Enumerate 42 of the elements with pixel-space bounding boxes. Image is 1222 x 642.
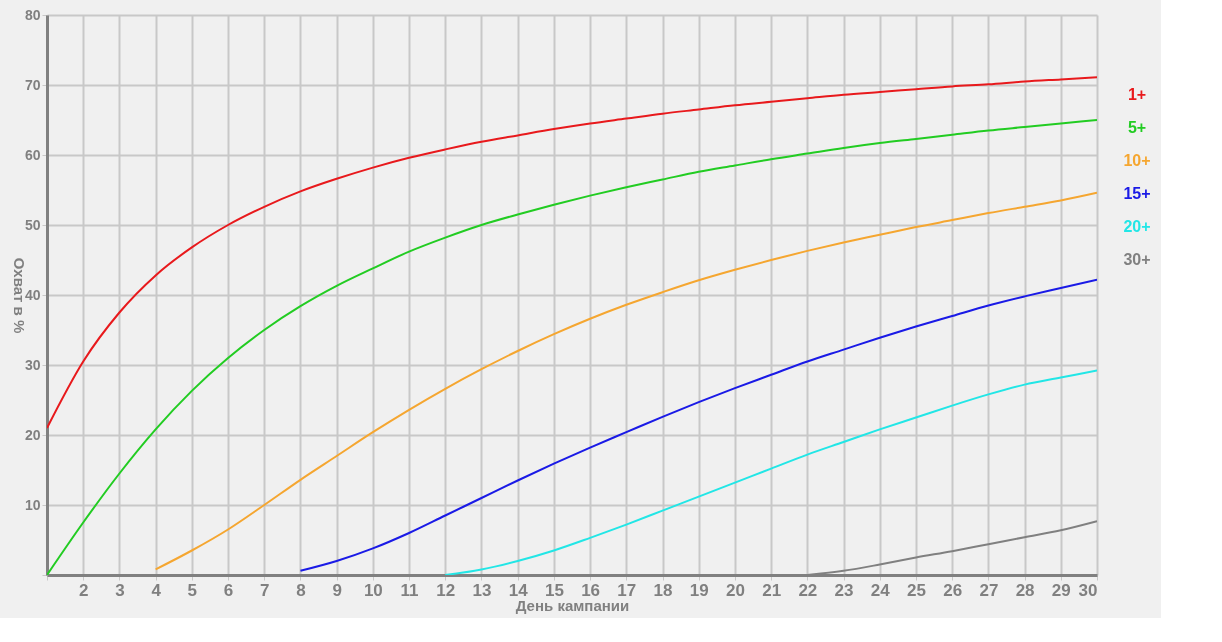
x-tick-label: 12 bbox=[436, 580, 456, 600]
x-tick-label: 13 bbox=[472, 580, 492, 600]
x-tick-label: 25 bbox=[907, 580, 926, 600]
x-tick-label: 30 bbox=[1078, 580, 1098, 600]
text: 10+ bbox=[1123, 152, 1151, 169]
x-tick-label: 24 bbox=[870, 580, 891, 600]
x-tick-label: 9 bbox=[332, 580, 342, 600]
text: 30+ bbox=[1123, 251, 1151, 268]
y-tick-label: 60 bbox=[24, 146, 41, 163]
x-tick-label: 26 bbox=[943, 580, 963, 600]
x-tick-label: 2 bbox=[78, 580, 89, 600]
x-tick-label: 11 bbox=[400, 580, 419, 600]
series-label: 5+ bbox=[1127, 119, 1147, 136]
x-tick-label: 28 bbox=[1015, 580, 1035, 600]
x-tick-label: 29 bbox=[1051, 580, 1071, 600]
line-series bbox=[154, 191, 1097, 571]
y-tick-label: 20 bbox=[24, 426, 41, 443]
x-tick-label: 23 bbox=[834, 580, 854, 600]
line-series bbox=[444, 369, 1097, 575]
y-tick-label: 80 bbox=[24, 6, 41, 23]
line-series bbox=[299, 278, 1097, 572]
y-tick-label: 50 bbox=[24, 216, 41, 233]
x-tick-label: 18 bbox=[653, 580, 673, 600]
x-tick-label: 27 bbox=[979, 580, 999, 600]
x-tick-label: 4 bbox=[151, 580, 162, 600]
x-tick-label: 6 bbox=[223, 580, 234, 600]
text: 20+ bbox=[1123, 218, 1151, 235]
text: 15+ bbox=[1123, 185, 1151, 202]
x-tick-label: 3 bbox=[115, 580, 125, 600]
y-tick-label: 30 bbox=[24, 356, 41, 373]
x-tick-label: 10 bbox=[363, 580, 383, 600]
y-tick-label: 40 bbox=[24, 286, 41, 303]
x-tick-label: 7 bbox=[260, 580, 270, 600]
y-tick-label: 10 bbox=[24, 496, 41, 513]
x-tick-label: 19 bbox=[689, 580, 709, 600]
x-tick-label: 20 bbox=[725, 580, 745, 600]
text: 1+ bbox=[1127, 86, 1147, 103]
x-tick-label: 21 bbox=[762, 580, 782, 600]
x-tick-label: 8 bbox=[296, 580, 306, 600]
x-tick-label: 22 bbox=[798, 580, 818, 600]
y-tick-label: 70 bbox=[24, 76, 41, 93]
x-tick-label: 5 bbox=[187, 580, 198, 600]
